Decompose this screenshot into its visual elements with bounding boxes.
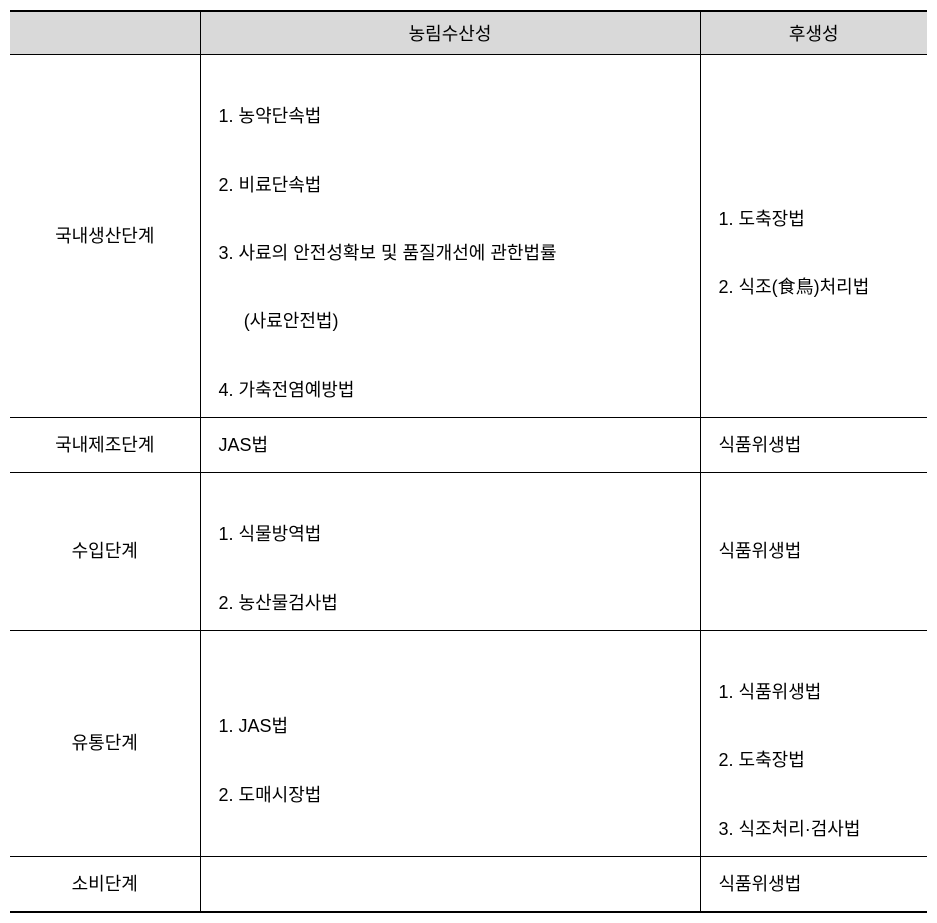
- row-label: 수입단계: [10, 473, 200, 631]
- cell-b: 1. 식품위생법 2. 도축장법 3. 식조처리·검사법: [700, 630, 927, 856]
- cell-b: 식품위생법: [700, 473, 927, 631]
- list-item: 2. 도매시장법: [219, 785, 322, 805]
- list-item: 3. 사료의 안전성확보 및 품질개선에 관한법률: [219, 243, 557, 263]
- row-label: 국내생산단계: [10, 55, 200, 418]
- list-item: 2. 식조(食鳥)처리법: [719, 277, 870, 297]
- table-row: 유통단계 1. JAS법 2. 도매시장법 1. 식품위생법 2. 도축장법 3…: [10, 630, 927, 856]
- table-row: 국내생산단계 1. 농약단속법 2. 비료단속법 3. 사료의 안전성확보 및 …: [10, 55, 927, 418]
- header-col-b: 후생성: [700, 11, 927, 55]
- laws-table: 농림수산성 후생성 국내생산단계 1. 농약단속법 2. 비료단속법 3. 사료…: [10, 10, 927, 913]
- header-col-a: 농림수산성: [200, 11, 700, 55]
- cell-a: 1. 농약단속법 2. 비료단속법 3. 사료의 안전성확보 및 품질개선에 관…: [200, 55, 700, 418]
- cell-a: [200, 856, 700, 912]
- list-item: 3. 식조처리·검사법: [719, 819, 861, 839]
- list-item: 1. 식물방역법: [219, 524, 322, 544]
- list-item: 1. JAS법: [219, 716, 289, 736]
- row-label: 소비단계: [10, 856, 200, 912]
- cell-b: 1. 도축장법 2. 식조(食鳥)처리법: [700, 55, 927, 418]
- table-row: 소비단계 식품위생법: [10, 856, 927, 912]
- row-label: 유통단계: [10, 630, 200, 856]
- cell-a: 1. JAS법 2. 도매시장법: [200, 630, 700, 856]
- cell-b: 식품위생법: [700, 417, 927, 472]
- cell-a: 1. 식물방역법 2. 농산물검사법: [200, 473, 700, 631]
- list-item: 2. 비료단속법: [219, 175, 322, 195]
- list-item: 1. 도축장법: [719, 209, 805, 229]
- cell-b: 식품위생법: [700, 856, 927, 912]
- list-item: 1. 식품위생법: [719, 682, 822, 702]
- list-item: 4. 가축전염예방법: [219, 380, 355, 400]
- header-blank: [10, 11, 200, 55]
- cell-a: JAS법: [200, 417, 700, 472]
- table-row: 국내제조단계 JAS법 식품위생법: [10, 417, 927, 472]
- table-row: 수입단계 1. 식물방역법 2. 농산물검사법 식품위생법: [10, 473, 927, 631]
- header-row: 농림수산성 후생성: [10, 11, 927, 55]
- list-item-sub: (사료안전법): [219, 304, 682, 338]
- list-item: 1. 농약단속법: [219, 106, 322, 126]
- list-item: 2. 농산물검사법: [219, 593, 338, 613]
- list-item: 2. 도축장법: [719, 750, 805, 770]
- row-label: 국내제조단계: [10, 417, 200, 472]
